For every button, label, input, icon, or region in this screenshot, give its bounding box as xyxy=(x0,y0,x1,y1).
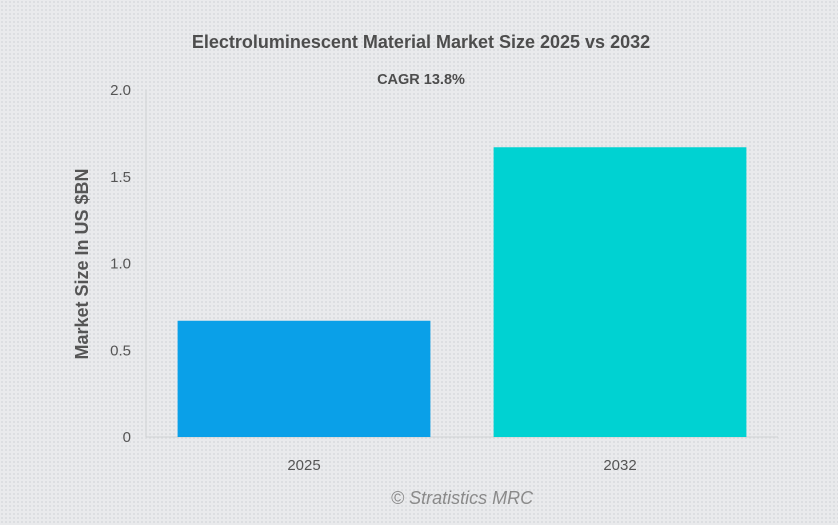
y-tick-label: 1.5 xyxy=(110,169,131,186)
x-tick-label: 2032 xyxy=(603,457,636,474)
watermark-text: © Stratistics MRC xyxy=(391,488,534,508)
x-ticks: 2025 2032 xyxy=(287,457,636,474)
bar-2032 xyxy=(493,147,747,437)
y-tick-label: 0 xyxy=(123,429,131,446)
y-axis-label: Market Size In US $BN xyxy=(72,168,92,359)
y-ticks: 0 0.5 1.0 1.5 2.0 xyxy=(110,82,131,446)
bars xyxy=(177,147,747,437)
y-tick-label: 0.5 xyxy=(110,342,131,359)
chart-title: Electroluminescent Material Market Size … xyxy=(192,32,650,52)
chart-subtitle: CAGR 13.8% xyxy=(377,72,465,88)
x-tick-label: 2025 xyxy=(287,457,320,474)
y-tick-label: 1.0 xyxy=(110,256,131,273)
bar-2025 xyxy=(177,320,431,437)
y-tick-label: 2.0 xyxy=(110,82,131,99)
